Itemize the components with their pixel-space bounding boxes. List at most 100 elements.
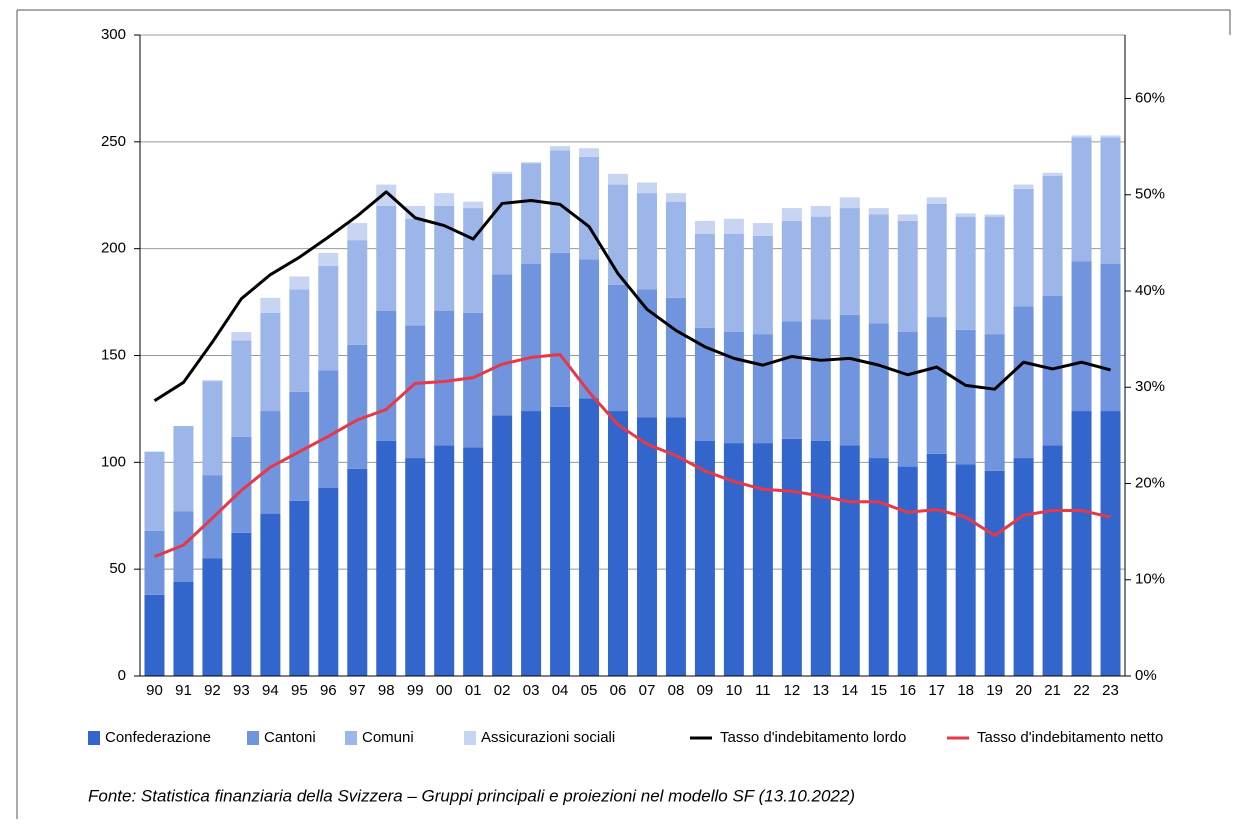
bar-segment bbox=[608, 284, 629, 412]
bar-segment bbox=[781, 321, 802, 439]
bar-segment bbox=[492, 274, 513, 416]
y2-tick-label: 30% bbox=[1135, 378, 1165, 395]
bar-segment bbox=[1071, 137, 1092, 262]
legend-label: Comuni bbox=[362, 729, 414, 746]
bar-segment bbox=[492, 173, 513, 275]
line bbox=[153, 190, 1111, 403]
y-tick-label: 200 bbox=[101, 240, 126, 257]
bar-segment bbox=[347, 468, 368, 676]
bar-segment bbox=[434, 310, 455, 446]
bar-segment bbox=[665, 193, 686, 202]
bar-segment bbox=[347, 344, 368, 469]
bar-segment bbox=[752, 443, 773, 676]
bar-segment bbox=[1100, 137, 1121, 264]
bar-segment bbox=[521, 162, 542, 164]
x-tick-label: 15 bbox=[870, 682, 887, 699]
bar-segment bbox=[665, 297, 686, 418]
x-tick-label: 97 bbox=[349, 682, 366, 699]
bar-segment bbox=[173, 511, 194, 582]
x-tick-label: 04 bbox=[552, 682, 569, 699]
bar-segment bbox=[463, 201, 484, 209]
bar-segment bbox=[376, 184, 397, 206]
bar-segment bbox=[463, 312, 484, 448]
y2-tick-label: 40% bbox=[1135, 282, 1165, 299]
legend: Confederazione Cantoni Comuni Assicurazioni… bbox=[88, 729, 1163, 746]
legend-label: Tasso d'indebitamento netto bbox=[977, 729, 1163, 746]
bar-segment bbox=[202, 381, 223, 476]
y-tick-label: 150 bbox=[101, 346, 126, 363]
bar-segment bbox=[665, 417, 686, 676]
bar-segment bbox=[376, 205, 397, 311]
x-tick-label: 11 bbox=[755, 682, 771, 699]
bar-segment bbox=[1071, 261, 1092, 412]
bar-segment bbox=[1042, 172, 1063, 177]
bar-segment bbox=[1013, 184, 1034, 189]
bar-segment bbox=[752, 223, 773, 236]
x-tick-label: 00 bbox=[436, 682, 453, 699]
bar-segment bbox=[752, 334, 773, 444]
x-tick-label: 09 bbox=[697, 682, 714, 699]
bar-segment bbox=[723, 443, 744, 676]
x-tick-label: 16 bbox=[899, 682, 916, 699]
bar-segment bbox=[579, 398, 600, 676]
x-tick-label: 21 bbox=[1044, 682, 1061, 699]
bar-segment bbox=[260, 312, 281, 412]
x-tick-label: 01 bbox=[465, 682, 482, 699]
bar-segment bbox=[144, 594, 165, 676]
source-note: Fonte: Statistica finanziaria della Sviz… bbox=[88, 786, 855, 805]
x-tick-label: 12 bbox=[783, 682, 800, 699]
bar-segment bbox=[636, 193, 657, 290]
bar-segment bbox=[579, 259, 600, 399]
bar-segment bbox=[173, 581, 194, 676]
bar-segment bbox=[202, 558, 223, 676]
bar-segment bbox=[434, 193, 455, 206]
y2-tick-label: 0% bbox=[1135, 667, 1157, 684]
y2-tick-label: 20% bbox=[1135, 474, 1165, 491]
bar-segment bbox=[1013, 188, 1034, 307]
bar-segment bbox=[521, 163, 542, 264]
bar-segment bbox=[289, 289, 310, 392]
bar-segment bbox=[694, 327, 715, 441]
bar-segment bbox=[608, 411, 629, 676]
bar-segment bbox=[926, 453, 947, 676]
bar-segment bbox=[636, 182, 657, 194]
bar-segment bbox=[289, 276, 310, 290]
bar-segment bbox=[810, 205, 831, 217]
bar-segment bbox=[897, 214, 918, 221]
x-tick-label: 06 bbox=[610, 682, 627, 699]
bar-segment bbox=[984, 470, 1005, 676]
bar-segment bbox=[723, 331, 744, 444]
bar-segment bbox=[810, 216, 831, 320]
bar-segment bbox=[1071, 411, 1092, 676]
bar-segment bbox=[347, 240, 368, 345]
x-tick-label: 05 bbox=[581, 682, 598, 699]
bar-segment bbox=[984, 216, 1005, 335]
bar-segment bbox=[405, 458, 426, 676]
bar-segment bbox=[231, 331, 252, 341]
y2-tick-label: 10% bbox=[1135, 571, 1165, 588]
bar-segment bbox=[550, 252, 571, 407]
bar-segment bbox=[636, 417, 657, 676]
bar-segment bbox=[260, 411, 281, 514]
bar-segment bbox=[492, 171, 513, 174]
bar-segment bbox=[897, 220, 918, 332]
bar-segment bbox=[550, 406, 571, 676]
bar-segment bbox=[955, 464, 976, 676]
bar-segment bbox=[839, 314, 860, 446]
y-tick-label: 0 bbox=[118, 667, 126, 684]
bar-segment bbox=[810, 440, 831, 676]
y-tick-label: 250 bbox=[101, 133, 126, 150]
bar-segment bbox=[608, 173, 629, 185]
bar-segment bbox=[1100, 263, 1121, 412]
x-tick-label: 96 bbox=[320, 682, 337, 699]
line bbox=[153, 353, 1111, 559]
x-tick-label: 91 bbox=[175, 682, 192, 699]
x-tick-label: 07 bbox=[639, 682, 656, 699]
bar-segment bbox=[202, 380, 223, 382]
x-tick-label: 99 bbox=[407, 682, 424, 699]
legend-label: Cantoni bbox=[264, 729, 316, 746]
bar-segment bbox=[926, 317, 947, 454]
bar-segment bbox=[608, 184, 629, 285]
bar-segment bbox=[897, 331, 918, 467]
bar-segment bbox=[984, 214, 1005, 217]
